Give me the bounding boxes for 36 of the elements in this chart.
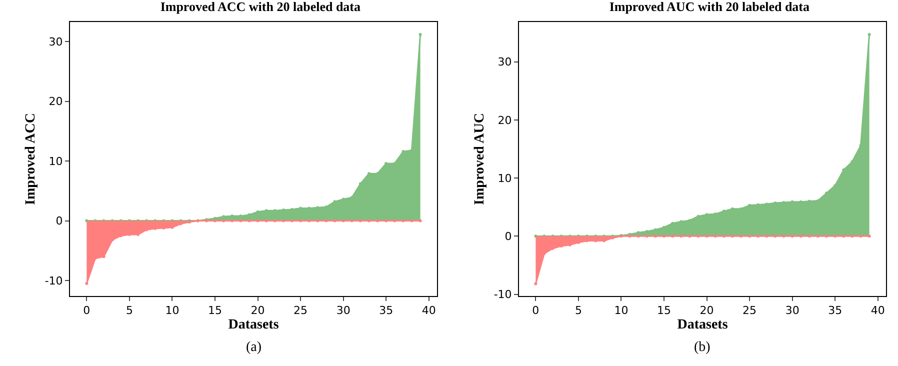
y-tick-label: 20 [498,114,512,127]
y-axis-title: Improved AUC [472,113,488,205]
y-tick-label: -10 [44,274,63,288]
x-tick-label: 40 [422,304,436,318]
y-axis-title: Improved ACC [23,113,38,205]
x-tick-label: 30 [785,304,800,318]
x-tick-label: 25 [294,304,308,318]
x-tick-label: 5 [126,304,133,318]
y-tick-label: 10 [498,172,512,185]
y-tick-label: 10 [48,154,63,168]
x-tick-label: 30 [336,304,350,318]
x-tick-label: 20 [700,304,714,318]
x-tick-label: 15 [657,304,671,318]
y-tick-label: 20 [48,95,63,108]
x-tick-label: 25 [742,304,757,318]
x-tick-label: 35 [828,304,842,318]
x-tick-label: 10 [614,304,628,318]
x-axis-title: Datasets [228,318,280,332]
text: (a) [246,340,262,355]
y-tick-label: 30 [48,36,63,49]
x-tick-label: 35 [379,304,394,318]
x-tick-label: 0 [83,304,90,318]
x-axis-title: Datasets [677,318,728,332]
chart-title: Improved ACC with 20 labeled data [160,0,362,14]
x-tick-label: 5 [574,304,582,318]
chart-title: Improved AUC with 20 labeled data [609,0,810,14]
x-tick-label: 20 [250,304,265,318]
x-tick-label: 40 [870,304,885,318]
text: (b) [694,340,711,355]
y-tick-label: 30 [498,56,512,69]
x-tick-label: 0 [532,304,540,318]
x-tick-label: 15 [208,304,222,318]
y-tick-label: 0 [504,230,512,243]
y-tick-label: -10 [494,288,512,302]
y-tick-label: 0 [56,214,63,228]
x-tick-label: 10 [165,304,180,318]
